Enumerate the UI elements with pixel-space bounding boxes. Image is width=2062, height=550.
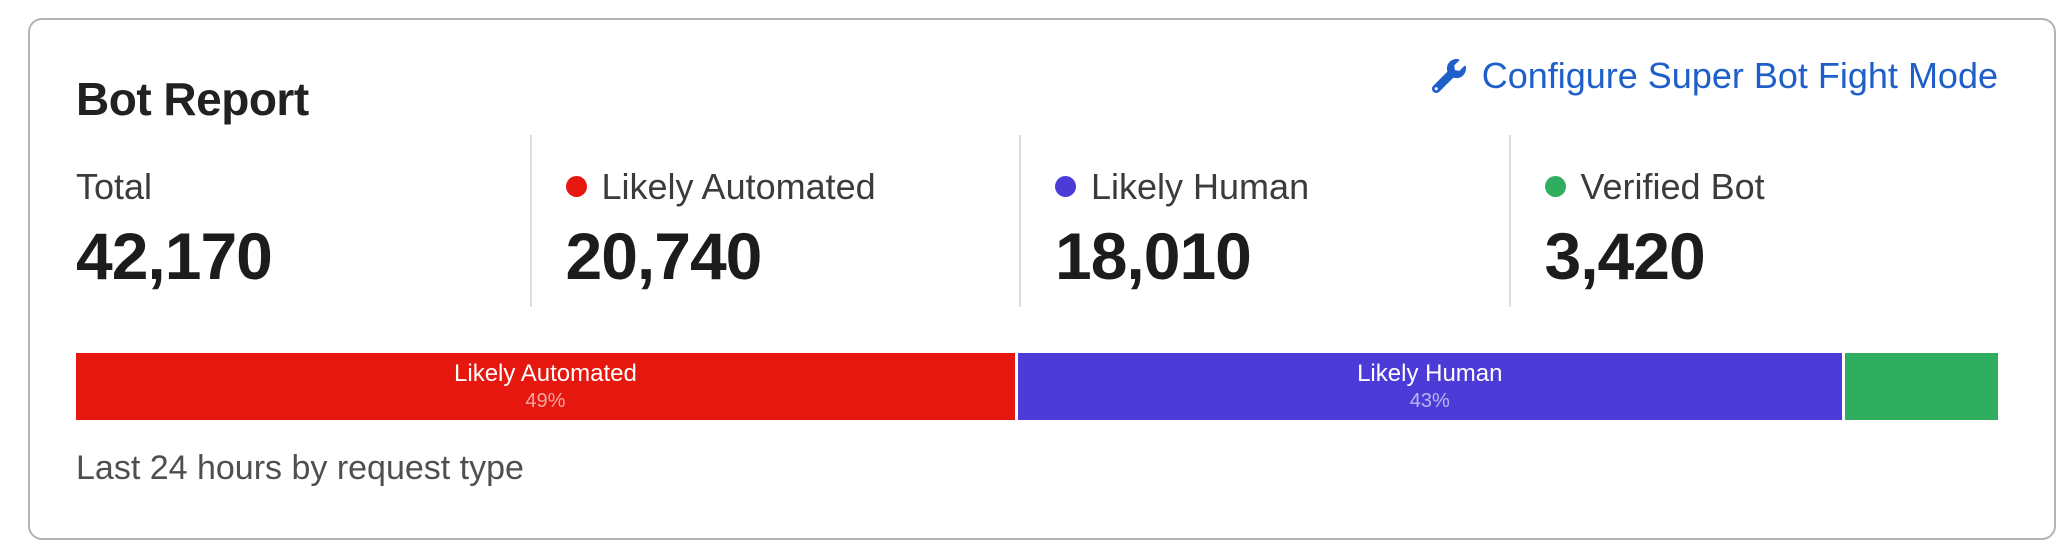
stat-total-label: Total [76,165,153,207]
verified-bot-dot-icon [1544,175,1566,197]
likely-automated-dot-icon [565,175,587,197]
bar-segment-label: Likely Human [1357,360,1503,388]
stat-likely-automated-label: Likely Automated [601,165,876,207]
bar-segment-likely-human: Likely Human 43% [1017,353,1842,421]
stat-verified-bot-value: 3,420 [1544,219,1706,294]
stat-total: Total 42,170 [76,135,530,308]
bar-segment-label: Likely Automated [454,360,637,388]
stat-verified-bot: Verified Bot 3,420 [1508,134,1999,308]
bar-segment-likely-automated: Likely Automated 49% [76,353,1015,421]
wrench-icon [1431,58,1466,93]
stat-likely-human-value: 18,010 [1055,219,1252,294]
bar-segment-verified-bot [1844,353,1998,421]
time-range-caption: Last 24 hours by request type [76,449,524,488]
stat-likely-automated: Likely Automated 20,740 [529,134,1020,308]
stats-row: Total 42,170 Likely Automated 20,740 Lik… [76,134,1999,308]
request-type-stacked-bar: Likely Automated 49% Likely Human 43% [76,353,1998,421]
stat-likely-human-label: Likely Human [1091,165,1310,207]
stat-verified-bot-label: Verified Bot [1580,165,1765,207]
stat-likely-human: Likely Human 18,010 [1019,134,1509,308]
page-title: Bot Report [76,73,309,125]
configure-link-label: Configure Super Bot Fight Mode [1481,55,1998,96]
configure-super-bot-fight-mode-link[interactable]: Configure Super Bot Fight Mode [1431,55,1998,96]
bot-report-card: Bot Report Configure Super Bot Fight Mod… [28,18,2056,540]
bar-segment-percent: 49% [525,390,566,413]
card-header: Bot Report Configure Super Bot Fight Mod… [76,40,1998,125]
stat-likely-automated-value: 20,740 [565,219,763,294]
bar-segment-percent: 43% [1409,390,1450,413]
stat-total-value: 42,170 [76,219,273,294]
likely-human-dot-icon [1055,175,1076,197]
